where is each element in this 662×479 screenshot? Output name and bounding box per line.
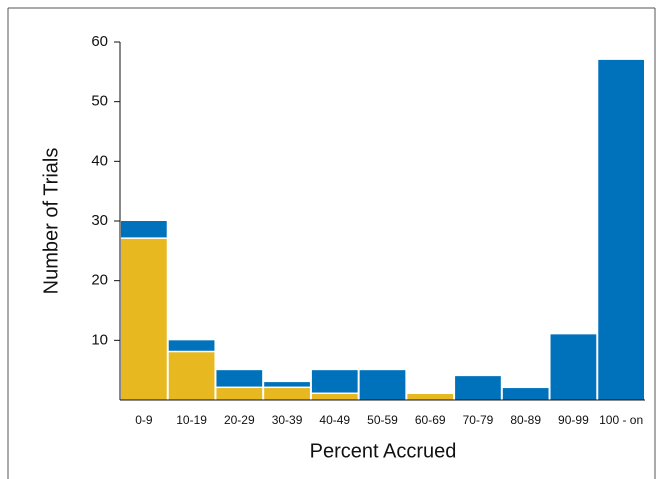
y-tick-label: 60: [91, 33, 108, 50]
x-tick-label: 20-29: [224, 413, 255, 427]
bar-segment: [121, 238, 167, 400]
bar-segment: [550, 334, 597, 400]
x-axis-label: Percent Accrued: [310, 440, 457, 462]
bar-segment: [598, 59, 644, 401]
y-tick-label: 30: [91, 212, 108, 229]
bar-segment: [168, 352, 215, 400]
bar-segment: [502, 388, 549, 400]
x-tick-label: 70-79: [463, 413, 494, 427]
bar-segment: [168, 340, 215, 351]
x-tick-label: 0-9: [135, 413, 153, 427]
x-tick-label: 80-89: [510, 413, 541, 427]
y-tick-label: 50: [91, 93, 108, 110]
bar-segment: [216, 370, 263, 387]
x-tick-label: 90-99: [558, 413, 589, 427]
bar-segment: [264, 382, 310, 387]
bar-segment: [407, 394, 454, 400]
bar-segment: [359, 370, 406, 400]
x-tick-label: 30-39: [272, 413, 303, 427]
y-tick-label: 10: [91, 331, 108, 348]
bar-segment: [264, 388, 310, 400]
x-tick-label: 60-69: [415, 413, 446, 427]
x-tick-label: 100 - on: [599, 413, 643, 427]
y-tick-label: 40: [91, 152, 108, 169]
bar-segment: [311, 394, 358, 400]
x-tick-label: 40-49: [319, 413, 350, 427]
y-tick-label: 20: [91, 272, 108, 289]
bar-segment: [216, 388, 263, 400]
x-tick-label: 10-19: [176, 413, 207, 427]
bar-segment: [455, 376, 501, 400]
x-tick-label: 50-59: [367, 413, 398, 427]
bar-segment: [121, 221, 167, 238]
y-axis-label: Number of Trials: [40, 148, 62, 295]
bar-segment: [311, 370, 358, 393]
